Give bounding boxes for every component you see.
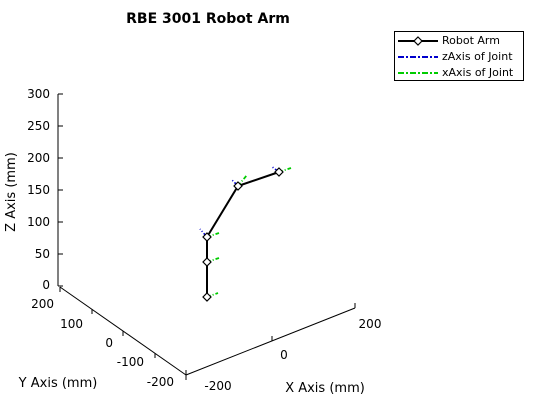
x-tick-label: 0	[280, 348, 288, 362]
x-axis-of-joint-markers	[206, 167, 292, 298]
joint-marker	[202, 292, 212, 302]
x-tick-label: -200	[204, 379, 231, 393]
z-tick-label: 200	[27, 151, 50, 165]
legend-swatch	[398, 36, 438, 46]
legend-entry-robot-arm: Robot Arm	[395, 33, 523, 49]
y-axis-label: Y Axis (mm)	[18, 376, 98, 391]
robot-joint-markers	[202, 167, 284, 302]
z-tick-label: 150	[27, 183, 50, 197]
y-tick-label: -100	[117, 355, 144, 369]
legend: Robot Arm zAxis of Joint xAxis of Joint	[394, 31, 524, 81]
robot-arm-series	[199, 165, 292, 302]
x-axis	[185, 303, 356, 376]
y-tick-label: 100	[60, 317, 83, 331]
z-tick-labels: 300 250 200 150 100 50 0	[27, 87, 50, 292]
z-tick-label: 100	[27, 215, 50, 229]
legend-entry-z-axis: zAxis of Joint	[395, 49, 523, 65]
z-axis	[57, 93, 63, 287]
y-tick-label: 200	[31, 297, 54, 311]
x-tick-label: 200	[359, 317, 382, 331]
joint-marker	[202, 232, 212, 242]
joint-marker	[274, 167, 284, 177]
y-tick-labels: 200 100 0 -100 -200	[31, 297, 174, 389]
legend-entry-x-axis: xAxis of Joint	[395, 65, 523, 81]
y-tick-label: 0	[105, 336, 113, 350]
z-axis-label: Z Axis (mm)	[4, 152, 19, 232]
chart-title: RBE 3001 Robot Arm	[126, 11, 290, 27]
x-axis-label: X Axis (mm)	[285, 381, 365, 396]
y-axis	[59, 286, 187, 380]
z-tick-label: 300	[27, 87, 50, 101]
z-tick-label: 250	[27, 119, 50, 133]
legend-label: Robot Arm	[442, 34, 500, 47]
x-tick-labels: -200 0 200	[204, 317, 381, 393]
joint-marker	[233, 181, 243, 191]
legend-label: zAxis of Joint	[442, 50, 513, 63]
legend-swatch	[398, 56, 438, 58]
legend-label: xAxis of Joint	[442, 66, 514, 79]
joint-marker	[202, 257, 212, 267]
z-tick-label: 50	[35, 247, 50, 261]
legend-swatch	[398, 72, 438, 74]
robot-arm-line	[206, 171, 280, 297]
y-tick-label: -200	[147, 375, 174, 389]
z-tick-label: 0	[42, 278, 50, 292]
